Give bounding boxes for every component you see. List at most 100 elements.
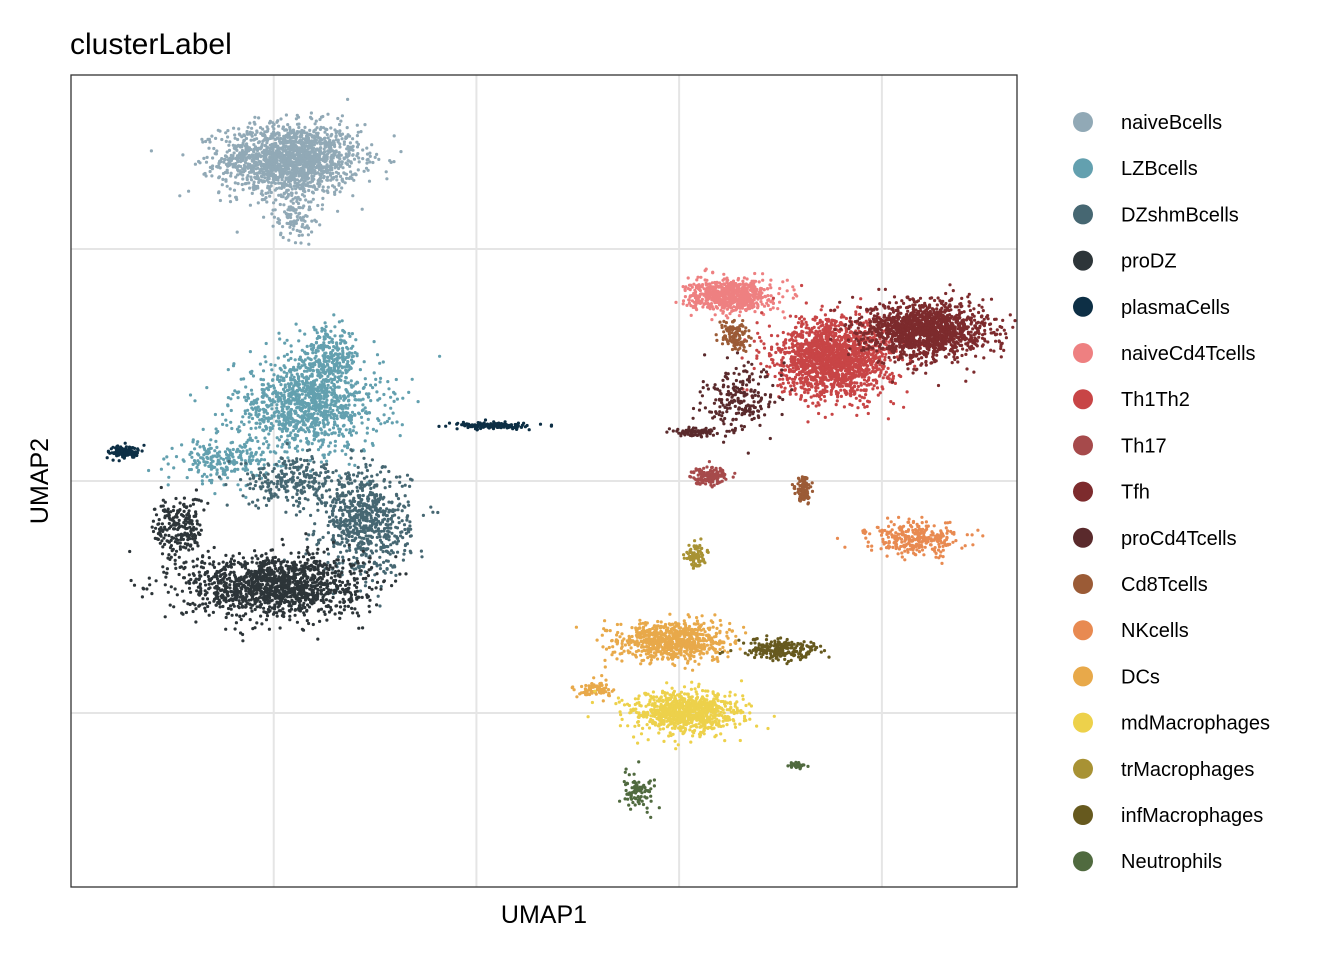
data-point (276, 444, 280, 448)
data-point (277, 427, 282, 431)
data-point (375, 390, 379, 394)
data-point (300, 373, 304, 377)
data-point (300, 148, 304, 152)
data-point (296, 476, 300, 480)
data-point (200, 474, 204, 478)
data-point (416, 400, 420, 404)
data-point (403, 548, 407, 553)
data-point (299, 457, 303, 461)
data-point (294, 134, 298, 138)
data-point (370, 474, 374, 478)
data-point (267, 432, 271, 436)
data-point (355, 611, 359, 615)
data-point (388, 159, 392, 163)
data-point (300, 379, 305, 384)
data-point (253, 175, 257, 179)
data-point (267, 627, 271, 631)
data-point (318, 117, 322, 122)
data-point (336, 171, 341, 176)
data-point (298, 229, 302, 233)
data-point (333, 439, 337, 443)
data-point (374, 549, 378, 553)
data-point (344, 135, 348, 139)
data-point (231, 364, 236, 368)
data-point (240, 182, 244, 187)
data-point (257, 474, 261, 478)
data-point (347, 462, 351, 466)
data-point (340, 160, 344, 164)
data-point (252, 183, 256, 187)
data-point (347, 403, 351, 407)
data-point (246, 396, 251, 400)
data-point (370, 510, 374, 514)
data-point (237, 425, 241, 429)
data-point (313, 522, 317, 526)
data-point (397, 516, 401, 520)
data-point (332, 185, 336, 189)
data-point (337, 433, 341, 437)
data-point (315, 187, 319, 191)
data-point (350, 351, 354, 355)
data-point (268, 426, 272, 430)
data-point (333, 399, 337, 403)
data-point (166, 590, 170, 594)
data-point (312, 487, 316, 491)
data-point (239, 478, 243, 482)
data-point (372, 493, 376, 497)
data-point (332, 423, 336, 427)
data-point (280, 153, 284, 157)
data-point (264, 150, 268, 154)
data-point (243, 166, 247, 171)
data-point (257, 140, 261, 144)
data-point (233, 136, 237, 140)
data-point (357, 160, 361, 164)
data-point (318, 402, 322, 406)
data-point (407, 390, 411, 394)
data-point (322, 176, 326, 180)
data-point (316, 159, 320, 163)
data-point (229, 441, 233, 445)
data-point (202, 460, 206, 464)
data-point (263, 130, 267, 134)
data-point (149, 149, 153, 153)
data-point (320, 501, 324, 505)
data-point (276, 409, 280, 413)
data-point (311, 468, 315, 472)
data-point (276, 217, 280, 221)
data-point (203, 448, 207, 452)
data-point (267, 404, 271, 408)
data-point (280, 429, 284, 433)
data-point (408, 549, 412, 553)
data-point (181, 458, 185, 462)
data-point (285, 221, 289, 225)
data-point (346, 530, 350, 534)
data-point (324, 165, 328, 169)
data-point (335, 408, 339, 412)
data-point (317, 364, 321, 368)
data-point (286, 489, 290, 493)
data-point (314, 348, 318, 352)
data-point (306, 462, 310, 466)
data-point (375, 152, 379, 156)
data-point (336, 385, 340, 389)
data-point (323, 329, 327, 333)
data-point (228, 194, 232, 198)
data-point (208, 140, 212, 144)
data-point (429, 505, 433, 509)
data-point (304, 532, 308, 536)
data-point (345, 540, 349, 545)
data-point (378, 522, 383, 526)
data-point (340, 449, 344, 453)
data-point (299, 439, 303, 443)
data-point (289, 356, 293, 361)
data-point (235, 390, 239, 394)
data-point (388, 480, 392, 484)
data-point (368, 151, 372, 155)
data-point (323, 386, 327, 390)
data-point (285, 415, 289, 420)
data-point (243, 395, 247, 399)
data-point (283, 155, 287, 160)
data-point (381, 360, 385, 364)
data-point (347, 431, 352, 435)
data-point (353, 351, 357, 355)
